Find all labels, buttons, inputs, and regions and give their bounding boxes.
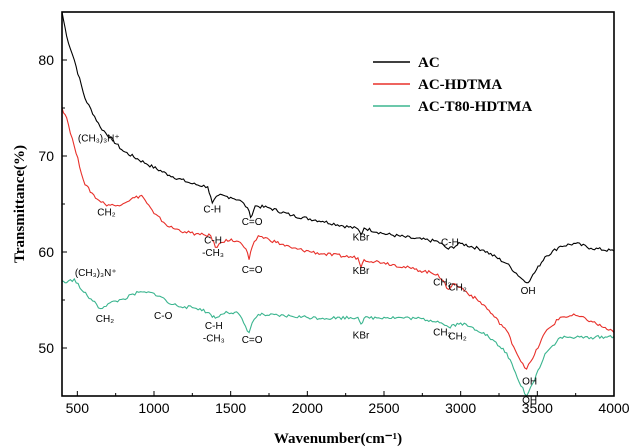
- series-line-ac: [61, 11, 615, 284]
- series-line-ac-hdtma: [61, 107, 615, 370]
- peak-annotations: (CH₃)₃N⁺CH₂ C-HC=OC-H-CH₃C=OKBrKBrC-HCH₂C…: [75, 134, 537, 407]
- legend-label-ac: AC: [418, 55, 440, 71]
- peak-annotation: C=O: [242, 217, 263, 228]
- x-tick-label: 4000: [598, 400, 629, 416]
- x-tick-label: 3500: [522, 400, 553, 416]
- peak-annotation: -CH₃: [203, 333, 225, 344]
- peak-annotation: (CH₃)₃N⁺: [78, 134, 120, 145]
- peak-annotation: C-H: [204, 235, 222, 246]
- peak-annotation: CH₂: [97, 208, 115, 219]
- y-axis-ticks: 50 60 70 80: [38, 52, 67, 356]
- peak-annotation: CH₂: [433, 328, 451, 339]
- legend-label-ac-hdtma: AC-HDTMA: [418, 77, 502, 93]
- x-tick-label: 3000: [445, 400, 476, 416]
- peak-annotation: (CH₃)₃N⁺: [75, 268, 117, 279]
- x-tick-label: 1000: [138, 400, 169, 416]
- peak-annotation: OH: [521, 286, 536, 297]
- x-axis-title: Wavenumber(cm⁻¹): [274, 431, 402, 447]
- x-tick-label: 1500: [215, 400, 246, 416]
- plot-frame: [61, 11, 615, 397]
- peak-annotation: C-H: [203, 205, 221, 216]
- peak-annotation: OH: [522, 376, 537, 387]
- y-tick-label: 80: [38, 52, 54, 68]
- y-tick-label: 60: [38, 244, 54, 260]
- series-lines: [61, 11, 615, 397]
- legend-label-ac-t80-hdtma: AC-T80-HDTMA: [418, 99, 532, 115]
- peak-annotation: KBr: [353, 330, 370, 341]
- legend: AC AC-HDTMA AC-T80-HDTMA: [373, 55, 532, 115]
- peak-annotation: C-H: [205, 321, 223, 332]
- x-tick-label: 500: [66, 400, 90, 416]
- peak-annotation: C-H: [441, 237, 459, 248]
- y-tick-label: 70: [38, 148, 54, 164]
- peak-annotation: CH₂: [448, 331, 466, 342]
- peak-annotation: CH₂: [448, 282, 466, 293]
- peak-annotation: C=O: [242, 335, 263, 346]
- y-tick-label: 50: [38, 340, 54, 356]
- peak-annotation: OH: [522, 396, 537, 407]
- peak-annotation: C=O: [242, 265, 263, 276]
- peak-annotation: CH₂: [96, 314, 114, 325]
- x-axis-ticks: 500 1000 1500 2000 2500 3000 3500 4000: [66, 391, 630, 416]
- series-line-ac-t80-hdtma: [61, 277, 615, 397]
- y-axis-title: Transmittance(%): [12, 145, 28, 263]
- peak-annotation: C-O: [154, 311, 173, 322]
- peak-annotation: -CH₃: [202, 248, 224, 259]
- peak-annotation: KBr: [353, 232, 370, 243]
- x-tick-label: 2500: [368, 400, 399, 416]
- peak-annotation: KBr: [353, 266, 370, 277]
- peak-annotation: CH₂: [433, 278, 451, 289]
- x-tick-label: 2000: [292, 400, 323, 416]
